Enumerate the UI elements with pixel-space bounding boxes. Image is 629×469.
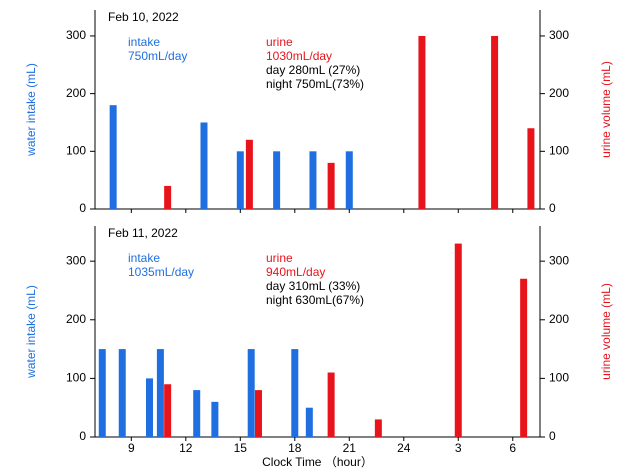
y-tick-label: 300 — [66, 253, 86, 267]
y2-tick-label: 200 — [549, 312, 569, 326]
y2-tick-label: 0 — [549, 429, 556, 443]
y-tick-label: 300 — [66, 28, 86, 42]
y-tick-label: 200 — [66, 312, 86, 326]
panel-title: Feb 11, 2022 — [108, 226, 178, 240]
y-tick-label: 100 — [66, 143, 86, 157]
legend-total: 750mL/day — [128, 49, 187, 63]
y-axis-label: water intake (mL) — [24, 285, 38, 379]
x-tick-label: 24 — [397, 441, 411, 455]
bar — [527, 128, 535, 209]
annotation: day 280mL (27%) — [266, 63, 360, 77]
legend-total: 1035mL/day — [128, 265, 194, 279]
bar — [98, 349, 106, 437]
x-axis-label: Clock Time （hour） — [262, 455, 373, 469]
x-tick-label: 21 — [343, 441, 357, 455]
x-tick-label: 12 — [179, 441, 193, 455]
annotation: day 310mL (33%) — [266, 279, 360, 293]
legend-total: 940mL/day — [266, 265, 325, 279]
bar — [254, 390, 262, 437]
bar — [236, 151, 244, 209]
bar — [245, 139, 253, 209]
bar — [327, 372, 335, 437]
bar — [374, 419, 382, 437]
bar — [418, 35, 426, 210]
y-tick-label: 0 — [79, 201, 86, 215]
bar — [145, 378, 153, 437]
bar — [211, 401, 219, 437]
bar — [520, 278, 528, 437]
y2-tick-label: 100 — [549, 143, 569, 157]
y2-tick-label: 0 — [549, 201, 556, 215]
legend-label: intake — [128, 251, 160, 265]
legend-label: urine — [266, 35, 293, 49]
y2-tick-label: 300 — [549, 253, 569, 267]
x-tick-label: 6 — [509, 441, 516, 455]
bar — [193, 390, 201, 437]
bar — [491, 35, 499, 210]
bar — [454, 243, 462, 437]
bar — [164, 384, 172, 437]
bar — [309, 151, 317, 209]
bar — [327, 162, 335, 209]
panel-title: Feb 10, 2022 — [108, 10, 179, 24]
x-tick-label: 18 — [288, 441, 302, 455]
bar — [345, 151, 353, 209]
y2-tick-label: 100 — [549, 371, 569, 385]
y-axis-label: water intake (mL) — [24, 63, 38, 157]
bar — [273, 151, 281, 209]
bar — [109, 105, 117, 209]
legend-total: 1030mL/day — [266, 49, 332, 63]
y-tick-label: 0 — [79, 429, 86, 443]
y2-axis-label: urine volume (mL) — [599, 61, 613, 158]
x-tick-label: 9 — [128, 441, 135, 455]
y-tick-label: 100 — [66, 371, 86, 385]
x-tick-label: 3 — [455, 441, 462, 455]
bar — [305, 407, 313, 437]
bar — [247, 349, 255, 437]
bar — [156, 349, 164, 437]
y-tick-label: 200 — [66, 86, 86, 100]
legend-label: intake — [128, 35, 160, 49]
y2-tick-label: 300 — [549, 28, 569, 42]
annotation: night 630mL(67%) — [266, 293, 364, 307]
bar — [118, 349, 126, 437]
y2-tick-label: 200 — [549, 86, 569, 100]
legend-label: urine — [266, 251, 293, 265]
bar — [200, 122, 208, 209]
y2-axis-label: urine volume (mL) — [599, 283, 613, 380]
bar — [291, 349, 299, 437]
bar — [164, 185, 172, 209]
annotation: night 750mL(73%) — [266, 77, 364, 91]
x-tick-label: 15 — [234, 441, 248, 455]
